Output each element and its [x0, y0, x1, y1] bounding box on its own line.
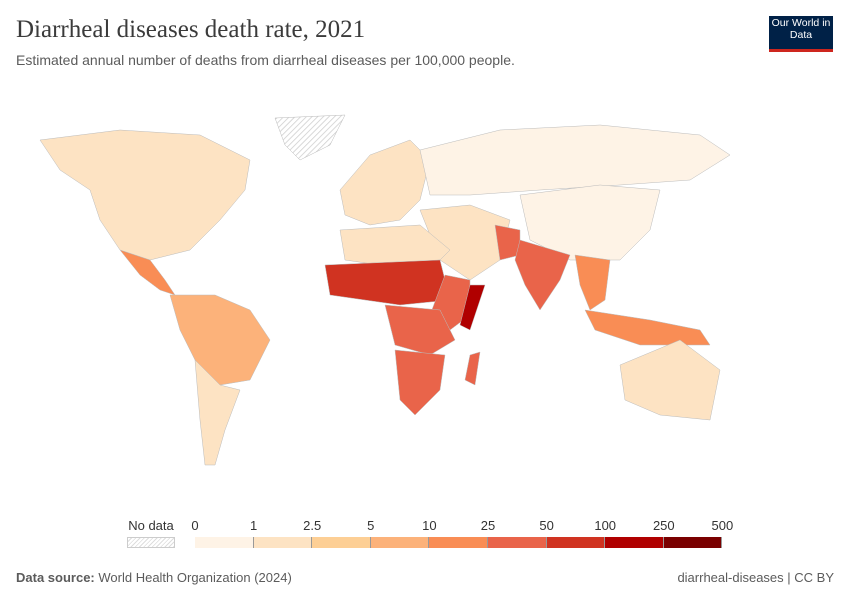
chart-subtitle: Estimated annual number of deaths from d…: [16, 52, 515, 68]
region-central-africa[interactable]: [384, 304, 456, 356]
legend-no-data-label: No data: [128, 518, 174, 533]
legend-bin[interactable]: [488, 537, 547, 548]
legend-tick: 1: [249, 518, 258, 533]
region-madagascar[interactable]: [464, 351, 481, 386]
footer-slug[interactable]: diarrheal-diseases | CC BY: [677, 570, 834, 585]
legend-no-data-swatch[interactable]: [127, 537, 175, 548]
world-map[interactable]: [0, 100, 850, 510]
data-source: Data source: World Health Organization (…: [16, 570, 292, 585]
legend-bin[interactable]: [253, 537, 313, 548]
source-link[interactable]: World Health Organization (2024): [98, 570, 292, 585]
owid-logo[interactable]: Our World in Data: [769, 16, 833, 52]
legend-bin[interactable]: [312, 537, 371, 548]
region-sahel[interactable]: [324, 259, 451, 306]
legend-bin[interactable]: [429, 537, 488, 548]
region-europe[interactable]: [339, 139, 431, 226]
legend-bin[interactable]: [663, 537, 723, 548]
region-australia[interactable]: [619, 339, 721, 421]
legend-tick: 10: [422, 518, 437, 533]
legend-bin[interactable]: [370, 537, 430, 548]
legend-tick: 25: [480, 518, 496, 533]
region-somalia[interactable]: [459, 284, 486, 331]
region-southern-africa[interactable]: [394, 349, 446, 416]
region-china[interactable]: [519, 184, 661, 261]
legend-tick: 50: [539, 518, 554, 533]
region-india[interactable]: [514, 239, 571, 311]
region-greenland[interactable]: [274, 114, 346, 161]
region-south-america-south[interactable]: [194, 359, 241, 466]
region-north-america[interactable]: [39, 129, 251, 261]
region-south-america-north[interactable]: [169, 294, 271, 386]
legend-bin[interactable]: [195, 537, 254, 548]
legend: No data 0 1 2.5 5 10 25 50 100 250 500: [0, 518, 850, 558]
legend-tick: 2.5: [303, 518, 322, 533]
source-label: Data source:: [16, 570, 95, 585]
region-russia[interactable]: [419, 124, 731, 196]
legend-bin[interactable]: [546, 537, 606, 548]
legend-tick: 100: [594, 518, 617, 533]
legend-tick: 250: [652, 518, 675, 533]
legend-bin[interactable]: [605, 537, 664, 548]
legend-tick: 5: [367, 518, 375, 533]
region-indonesia[interactable]: [584, 309, 711, 346]
chart-title: Diarrheal diseases death rate, 2021: [16, 16, 366, 43]
legend-tick: 500: [711, 518, 734, 533]
region-southeast-asia[interactable]: [574, 254, 611, 311]
legend-tick: 0: [191, 518, 199, 533]
